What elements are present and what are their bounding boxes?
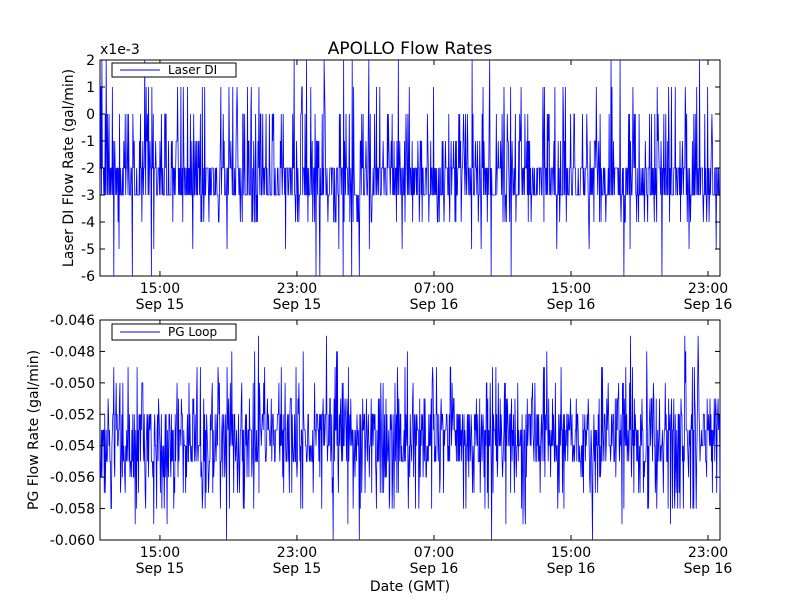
laser-di-y-tick-label: -1: [81, 134, 95, 150]
pg-loop-x-tick-date: Sep 15: [136, 561, 185, 577]
laser-di-x-tick-time: 07:00: [414, 281, 454, 297]
pg-loop-panel: -0.046 -0.048 -0.050 -0.052 -0.054 -0.056 -0.0…: [26, 313, 732, 595]
pg-loop-y-tick-label: -0.052: [50, 407, 95, 423]
laser-di-multiplier-label: x1e-3: [100, 42, 140, 58]
chart-title: APOLLO Flow Rates: [328, 39, 493, 59]
laser-di-x-tick-date: Sep 15: [273, 297, 322, 313]
laser-di-y-ticks: 2 1 0 -1 -2 -3 -4 -5 -6: [81, 53, 720, 285]
x-axis-label: Date (GMT): [370, 579, 450, 595]
pg-loop-y-ticks: -0.046 -0.048 -0.050 -0.052 -0.054 -0.056 -0.0…: [50, 313, 720, 549]
pg-loop-x-tick-time: 15:00: [551, 545, 591, 561]
laser-di-y-tick-label: 2: [86, 53, 95, 69]
pg-loop-y-axis-label: PG Flow Rate (gal/min): [26, 350, 42, 510]
pg-loop-x-tick-time: 15:00: [140, 545, 180, 561]
laser-di-legend: Laser DI: [111, 62, 237, 78]
laser-di-y-tick-label: 1: [86, 80, 95, 96]
laser-di-x-tick-time: 23:00: [688, 281, 728, 297]
laser-di-x-tick-date: Sep 16: [547, 297, 596, 313]
laser-di-x-tick-time: 15:00: [551, 281, 591, 297]
laser-di-series-line: [99, 59, 720, 277]
laser-di-legend-box: [111, 62, 237, 78]
pg-loop-y-tick-label: -0.056: [50, 470, 95, 486]
laser-di-flow-line: [99, 59, 720, 277]
laser-di-y-tick-label: -6: [81, 269, 95, 285]
pg-loop-legend-label: PG Loop: [168, 325, 217, 339]
laser-di-y-tick-label: -5: [81, 242, 95, 258]
pg-loop-legend-box: [111, 323, 237, 341]
pg-loop-flow-line: [99, 335, 721, 541]
pg-loop-y-tick-label: -0.048: [50, 344, 95, 360]
laser-di-x-tick-time: 23:00: [277, 281, 317, 297]
pg-loop-x-tick-date: Sep 16: [547, 561, 596, 577]
pg-loop-y-tick-label: -0.054: [50, 439, 95, 455]
pg-loop-x-tick-date: Sep 16: [410, 561, 459, 577]
pg-loop-x-tick-date: Sep 15: [273, 561, 322, 577]
pg-loop-legend: PG Loop: [111, 323, 237, 341]
laser-di-y-tick-label: -4: [81, 215, 95, 231]
pg-loop-series-line: [99, 335, 721, 541]
laser-di-y-tick-label: 0: [86, 107, 95, 123]
pg-loop-y-tick-label: -0.050: [50, 376, 95, 392]
laser-di-y-tick-label: -3: [81, 188, 95, 204]
laser-di-legend-label: Laser DI: [168, 63, 217, 77]
laser-di-x-tick-time: 15:00: [140, 281, 180, 297]
pg-loop-y-tick-label: -0.060: [50, 533, 95, 549]
laser-di-x-tick-date: Sep 16: [410, 297, 459, 313]
laser-di-x-tick-date: Sep 16: [684, 297, 733, 313]
laser-di-y-axis-label: Laser DI Flow Rate (gal/min): [61, 69, 77, 267]
pg-loop-x-tick-time: 07:00: [414, 545, 454, 561]
pg-loop-x-tick-time: 23:00: [277, 545, 317, 561]
pg-loop-y-tick-label: -0.058: [50, 502, 95, 518]
pg-loop-x-tick-time: 23:00: [688, 545, 728, 561]
laser-di-x-tick-date: Sep 15: [136, 297, 185, 313]
laser-di-y-tick-label: -2: [81, 161, 95, 177]
pg-loop-y-tick-label: -0.046: [50, 313, 95, 329]
pg-loop-x-tick-date: Sep 16: [684, 561, 733, 577]
